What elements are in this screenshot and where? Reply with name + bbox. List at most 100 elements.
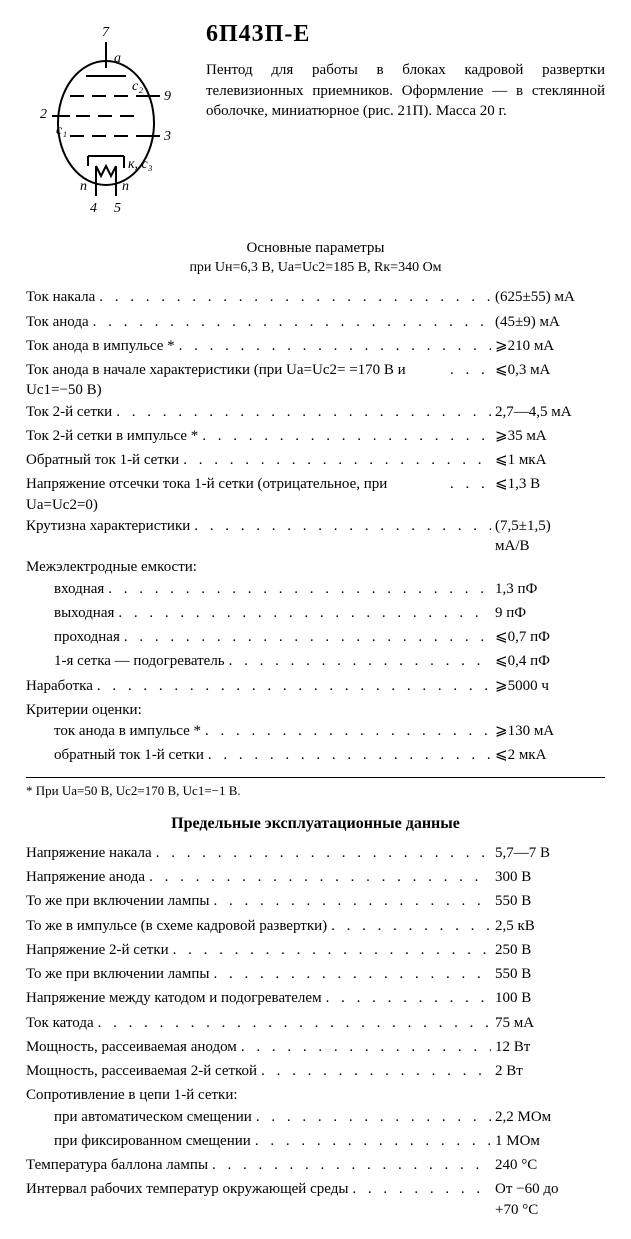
limits-list: Напряжение накала. . . . . . . . . . . .… [26,843,605,1085]
param-value: 1 МОм [495,1131,605,1151]
param-label: Ток анода в импульсе * [26,336,175,356]
param-row: Ток анода в начале характеристики (при U… [26,360,605,401]
param-label: То же в импульсе (в схеме кадровой разве… [26,916,327,936]
pin-pi-r: п [122,179,129,194]
param-value: (7,5±1,5)мА/В [495,516,605,557]
param-label: ток анода в импульсе * [54,721,201,741]
param-row: обратный ток 1-й сетки. . . . . . . . . … [26,745,605,768]
capacitances-list: входная. . . . . . . . . . . . . . . . .… [26,579,605,675]
divider [26,777,605,778]
param-label: Температура баллона лампы [26,1155,208,1175]
temperature-list: Температура баллона лампы. . . . . . . .… [26,1155,605,1220]
param-label: Ток накала [26,287,95,307]
param-row: Мощность, рассеиваемая 2-й сеткой. . . .… [26,1061,605,1084]
tube-description: Пентод для работы в блоках кадровой разв… [206,60,605,121]
param-label: Ток анода [26,312,89,332]
main-params-list: Ток накала. . . . . . . . . . . . . . . … [26,287,605,556]
param-row: выходная. . . . . . . . . . . . . . . . … [26,603,605,626]
param-label: 1-я сетка — подогреватель [54,651,225,671]
param-row: Напряжение анода. . . . . . . . . . . . … [26,867,605,890]
section-main-params-conditions: при Uн=6,3 В, Uа=Uс2=185 В, Rк=340 Ом [26,259,605,278]
pin-4: 4 [90,201,97,216]
param-label: при фиксированном смещении [54,1131,251,1151]
param-row: ток анода в импульсе *. . . . . . . . . … [26,721,605,744]
param-row: Ток 2-й сетки в импульсе *. . . . . . . … [26,426,605,449]
param-row: Напряжение накала. . . . . . . . . . . .… [26,843,605,866]
param-value: ⩽1,3 В [495,474,605,494]
param-label: Напряжение 2-й сетки [26,940,169,960]
param-label: выходная [54,603,114,623]
param-row: Напряжение между катодом и подогревателе… [26,988,605,1011]
param-row: Наработка. . . . . . . . . . . . . . . .… [26,676,605,699]
pin-k-c3: к, c₃ [128,157,153,172]
pin-3: 3 [163,129,171,144]
param-label: Интервал рабочих температур окружающей с… [26,1179,348,1199]
param-label: Ток анода в начале характеристики (при U… [26,360,446,401]
param-value: 2 Вт [495,1061,605,1081]
param-value: 5,7—7 В [495,843,605,863]
param-row: То же при включении лампы. . . . . . . .… [26,964,605,987]
param-value: 240 °С [495,1155,605,1175]
param-label: Напряжение накала [26,843,152,863]
param-value: ⩾210 мА [495,336,605,356]
param-value: ⩾5000 ч [495,676,605,696]
param-label: Ток катода [26,1013,94,1033]
param-row: Интервал рабочих температур окружающей с… [26,1179,605,1220]
param-label: Ток 2-й сетки [26,402,112,422]
param-label: Наработка [26,676,93,696]
section-main-params-heading: Основные параметры [26,238,605,258]
criteria-heading: Критерии оценки: [26,700,605,720]
param-label: Крутизна характеристики [26,516,190,536]
param-value: 550 В [495,964,605,984]
param-label: То же при включении лампы [26,964,209,984]
param-row: Обратный ток 1-й сетки. . . . . . . . . … [26,450,605,473]
param-value: 2,5 кВ [495,916,605,936]
grid-resistance-heading: Сопротивление в цепи 1-й сетки: [26,1085,605,1105]
param-row: Ток анода. . . . . . . . . . . . . . . .… [26,312,605,335]
param-value: 100 В [495,988,605,1008]
param-label: Напряжение отсечки тока 1-й сетки (отриц… [26,474,446,515]
param-label: Напряжение анода [26,867,145,887]
param-row: Ток анода в импульсе *. . . . . . . . . … [26,336,605,359]
pin-c2: c₂ [132,79,143,94]
param-row: Мощность, рассеиваемая анодом. . . . . .… [26,1037,605,1060]
param-row: при автоматическом смещении. . . . . . .… [26,1107,605,1130]
pin-2: 2 [40,107,47,122]
capacitances-heading: Межэлектродные емкости: [26,557,605,577]
grid-resistance-list: при автоматическом смещении. . . . . . .… [26,1107,605,1155]
pin-pi-l: п [80,179,87,194]
param-value: ⩾35 мА [495,426,605,446]
param-value: 550 В [495,891,605,911]
param-row: при фиксированном смещении. . . . . . . … [26,1131,605,1154]
param-row: 1-я сетка — подогреватель. . . . . . . .… [26,651,605,674]
param-label: Мощность, рассеиваемая 2-й сеткой [26,1061,257,1081]
extra-params-list: Наработка. . . . . . . . . . . . . . . .… [26,676,605,699]
param-value: ⩽1 мкА [495,450,605,470]
pin-c1: c₁ [56,123,67,138]
param-value: 1,3 пФ [495,579,605,599]
param-row: Крутизна характеристики. . . . . . . . .… [26,516,605,557]
param-row: входная. . . . . . . . . . . . . . . . .… [26,579,605,602]
pin-a: a [114,51,121,66]
param-value: (45±9) мА [495,312,605,332]
param-value: 75 мА [495,1013,605,1033]
param-value: ⩽2 мкА [495,745,605,765]
param-row: Ток катода. . . . . . . . . . . . . . . … [26,1013,605,1036]
tube-pinout-diagram: 7 a c₂ 9 2 c₁ 3 к, c₃ п п 4 5 [26,18,186,224]
param-label: проходная [54,627,120,647]
param-label: Обратный ток 1-й сетки [26,450,179,470]
criteria-list: ток анода в импульсе *. . . . . . . . . … [26,721,605,769]
section-limits-heading: Предельные эксплуатационные данные [26,813,605,835]
param-value: (625±55) мА [495,287,605,307]
param-value: 300 В [495,867,605,887]
param-value: 2,7—4,5 мА [495,402,605,422]
param-value: От −60 до+70 °С [495,1179,605,1220]
param-row: Ток накала. . . . . . . . . . . . . . . … [26,287,605,310]
param-value: ⩽0,4 пФ [495,651,605,671]
param-value: 2,2 МОм [495,1107,605,1127]
param-label: при автоматическом смещении [54,1107,252,1127]
param-label: Напряжение между катодом и подогревателе… [26,988,322,1008]
param-row: Напряжение отсечки тока 1-й сетки (отриц… [26,474,605,515]
tube-title: 6П43П-Е [206,18,605,50]
pin-9: 9 [164,89,171,104]
